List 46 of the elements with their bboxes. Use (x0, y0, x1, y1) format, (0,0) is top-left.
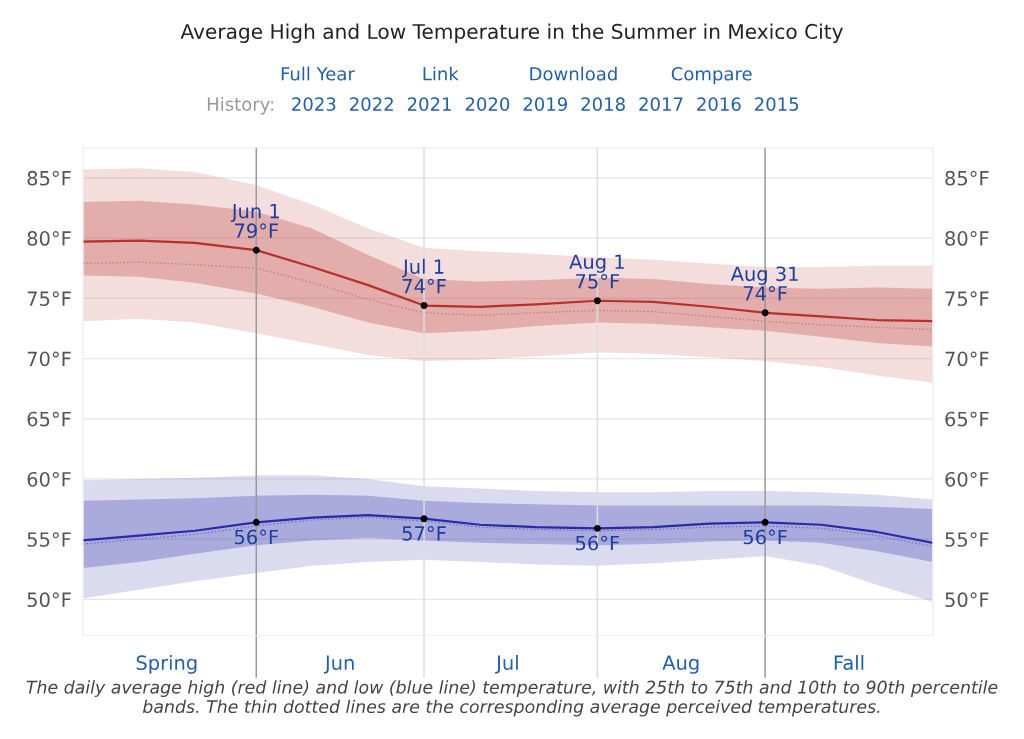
text: 2020 (465, 97, 510, 111)
line-series (82, 239, 933, 323)
text: 2021 (407, 97, 451, 111)
x-tick-label: Fall (834, 654, 864, 671)
annotation: 57°F (402, 526, 446, 541)
annotation: 56°F (576, 535, 620, 551)
x-tick-label: Spring (136, 654, 197, 674)
annotation: Aug 31 74°F (730, 266, 798, 301)
y-tick-label: 70°F (27, 351, 71, 367)
y-tick-label: 65°F (27, 411, 71, 427)
annotation: 56°F (234, 529, 278, 545)
x-tick-label: Jun (323, 655, 354, 674)
y2-tick-label: 80°F (945, 231, 989, 246)
x-tick-label: Jul (495, 654, 518, 674)
annotation: 56°F (743, 529, 787, 545)
y2-tick-label: 70°F (945, 351, 989, 367)
text: 2015 (755, 97, 799, 111)
text: 2016 (697, 97, 741, 111)
y2-tick-label: 85°F (945, 170, 989, 186)
y2-tick-label: 50°F (945, 592, 989, 608)
y2-tick-label: 65°F (945, 411, 989, 427)
text: Download (530, 66, 617, 81)
text: Link (423, 66, 459, 81)
text: 2019 (523, 97, 567, 111)
y-tick-label: 80°F (27, 231, 71, 246)
annotation: Jul 1 74°F (402, 258, 446, 294)
text: Full Year (281, 66, 355, 81)
text: 2023 (292, 97, 336, 111)
y-tick-label: 60°F (27, 471, 71, 487)
y2-tick-label: 55°F (945, 532, 989, 547)
y-tick-label: 55°F (27, 532, 71, 547)
text: 2022 (350, 97, 393, 111)
y2-tick-label: 75°F (945, 291, 989, 306)
text: The daily average high (red line) and low (blue line) temperature, with 25th to 75th and 10th to 90th percentile bands. The thin dotted lines are the corresponding average perceived temperatures. (26, 680, 998, 717)
chart-title: Average High and Low Temperature in the Summer in Mexico City (180, 23, 843, 43)
y-tick-label: 50°F (27, 592, 71, 608)
text: 2018 (581, 97, 625, 111)
y-tick-label: 85°F (27, 170, 71, 186)
annotation: Aug 1 75°F (569, 254, 624, 289)
text: Compare (671, 66, 752, 85)
x-tick-label: Aug (662, 655, 699, 674)
y-tick-label: 75°F (27, 291, 71, 306)
text: History: (207, 96, 274, 115)
annotation: Jun 1 79°F (230, 204, 279, 239)
text: 2017 (639, 97, 683, 111)
y2-tick-label: 60°F (945, 471, 989, 487)
